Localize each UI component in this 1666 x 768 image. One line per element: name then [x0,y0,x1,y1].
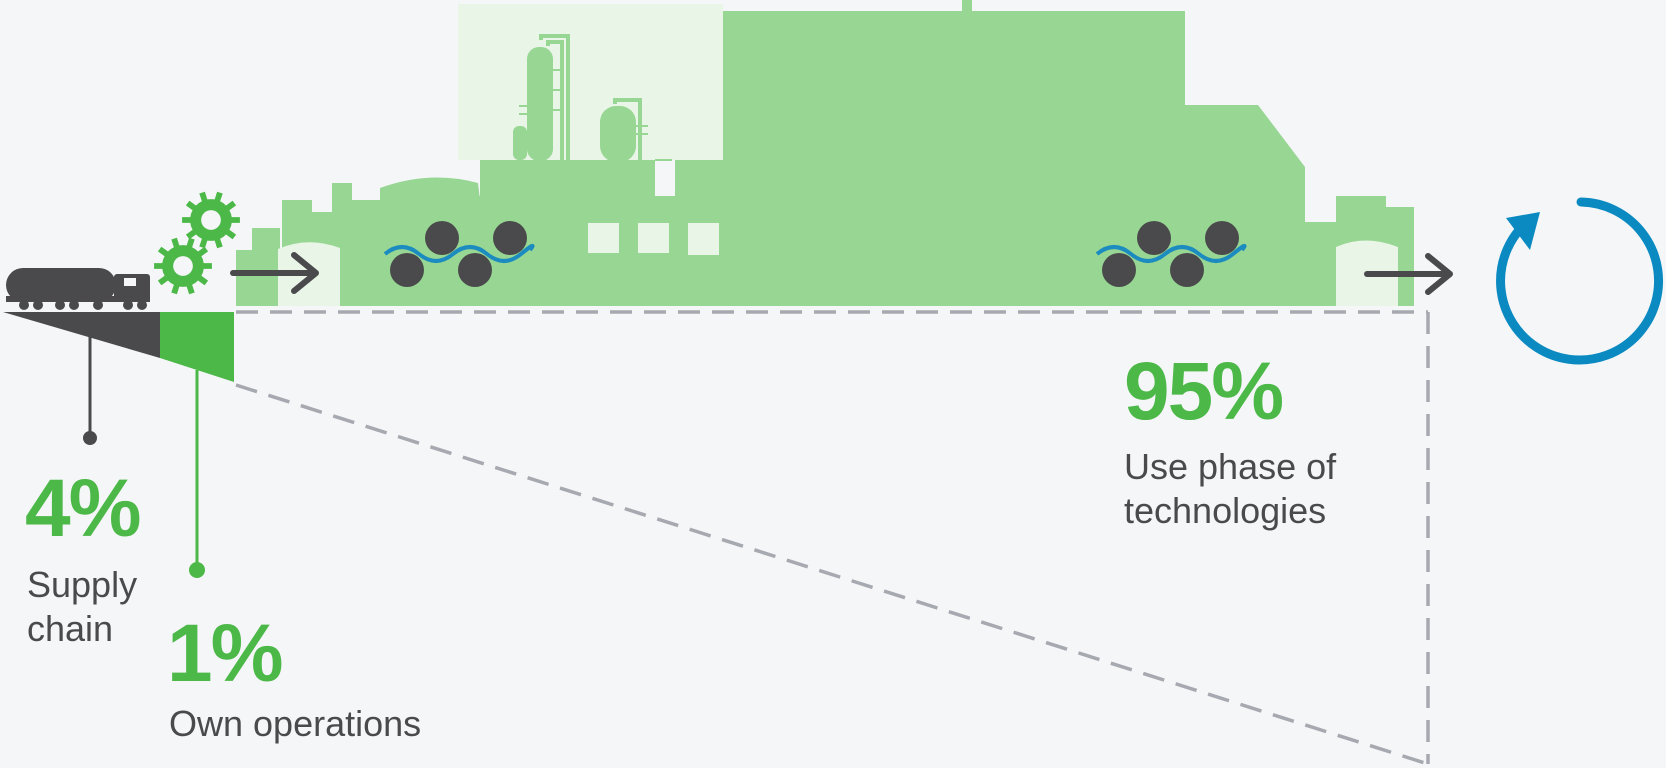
factory-silhouette [236,0,1414,306]
use-phase-outline [235,310,1430,766]
refinery-tower-icon [458,4,723,162]
own-operations-label: Own operations [169,702,421,746]
use-phase-percentage: 95% [1124,346,1284,437]
share-wedge [3,312,234,382]
supply-chain-percentage: 4% [25,463,142,554]
wave-circles-icon [1095,221,1247,287]
wave-circles-icon [383,221,535,287]
own-operations-callout [189,370,205,578]
gear-icon [182,191,240,249]
supply-chain-label-line: chain [27,608,114,649]
supply-chain-wedge [3,312,160,358]
cycle-arrow-icon [1496,197,1664,365]
tanker-truck-icon [6,268,150,310]
factory-windows [588,223,719,255]
use-phase-label-line: Use phase of [1124,446,1337,487]
arrow-right-icon [230,252,319,294]
supply-chain-label-line: Supply [27,564,138,605]
supply-chain-callout [83,336,97,445]
gear-icon [154,237,212,295]
use-phase-label-line: technologies [1124,490,1327,531]
supply-chain-label: Supply chain [27,563,137,651]
own-operations-label-line: Own operations [169,703,422,744]
arrow-right-icon [1364,253,1453,295]
use-phase-label: Use phase of technologies [1124,445,1336,533]
own-operations-percentage: 1% [167,608,284,699]
own-operations-wedge [160,312,234,382]
